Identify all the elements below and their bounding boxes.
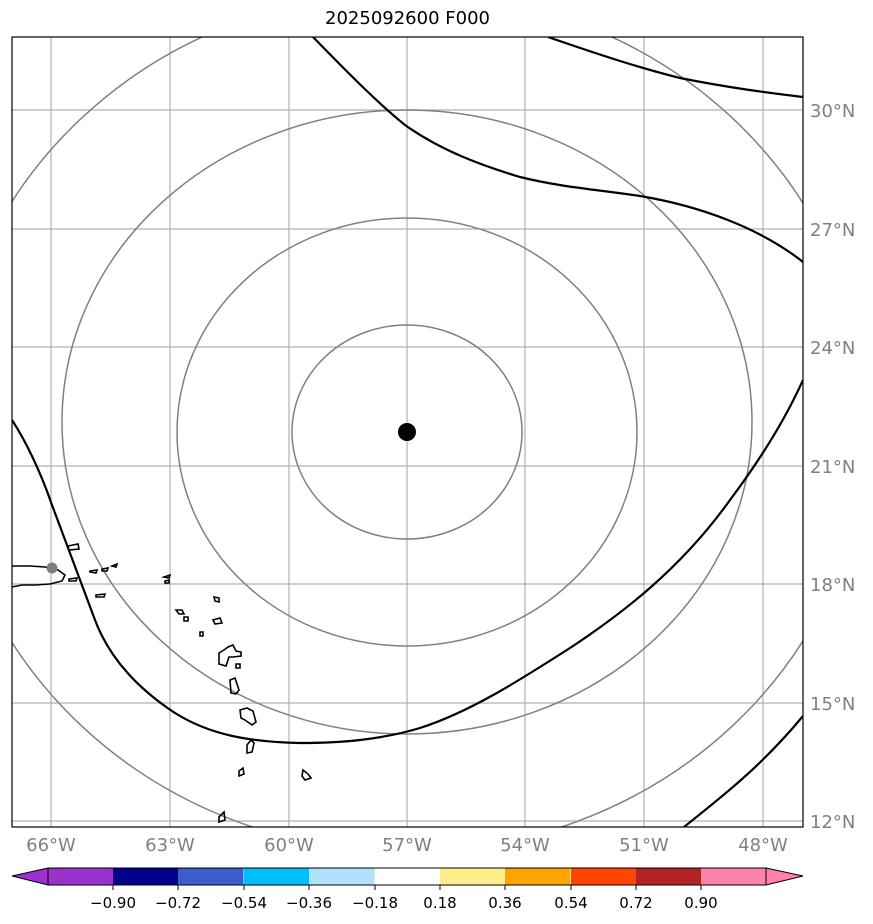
lat-label: 24°N [810, 338, 855, 359]
colorbar-tick-label: −0.72 [155, 894, 201, 912]
island-virgin-3 [89, 569, 99, 574]
colorbar-frame [47, 867, 767, 886]
contour-north-1 [312, 37, 803, 263]
island-montserrat [199, 631, 204, 637]
colorbar-bin [636, 868, 702, 885]
colorbar-tick-label: 0.36 [488, 894, 521, 912]
island-dominica [229, 676, 240, 695]
contour-south [12, 379, 803, 745]
colorbar-tick-label: 0.90 [684, 894, 717, 912]
range-ring-3 [61, 109, 753, 735]
lon-label: 57°W [382, 835, 432, 856]
colorbar-bin [701, 868, 767, 885]
island-barbuda [212, 595, 220, 604]
colorbar-tick-label: 0.54 [554, 894, 587, 912]
colorbar-bin [244, 868, 310, 885]
island-martinique [239, 707, 257, 726]
colorbar-tick-label: −0.90 [90, 894, 136, 912]
colorbar-tick-label: −0.36 [286, 894, 332, 912]
island-virgin-6 [95, 593, 107, 598]
lat-label: 18°N [810, 575, 855, 596]
coastlines [12, 543, 313, 824]
puerto-rico-coast [12, 565, 67, 588]
lat-label: 15°N [810, 694, 855, 715]
colorbar-bin [178, 868, 244, 885]
range-ring-1 [291, 324, 523, 540]
lat-label: 12°N [810, 812, 855, 833]
map-frame [11, 36, 804, 828]
storm-center-marker [398, 423, 416, 441]
range-ring-2 [176, 217, 638, 647]
island-grenadines [218, 810, 226, 824]
colorbar-bin [309, 868, 375, 885]
lon-label: 63°W [145, 835, 195, 856]
island-virgin-2 [68, 577, 79, 582]
colorbar: −0.90 −0.72 −0.54 −0.36 −0.18 0.18 0.36 … [11, 867, 804, 912]
station-marker [46, 562, 58, 574]
island-stlucia [246, 738, 255, 754]
contour-southeast [683, 715, 803, 827]
lon-labels: 66°W 63°W 60°W 57°W 54°W 51°W 48°W [26, 835, 788, 856]
contour-lines [12, 37, 803, 827]
colorbar-tick-label: 0.18 [423, 894, 456, 912]
island-marie-galante [235, 663, 241, 669]
range-rings [12, 37, 803, 827]
map-title: 2025092600 F000 [325, 8, 490, 29]
island-anguilla [160, 573, 172, 579]
island-virgin-4 [101, 566, 110, 572]
island-stvincent [238, 766, 245, 778]
lat-label: 21°N [810, 457, 855, 478]
colorbar-tick-label: −0.54 [221, 894, 267, 912]
lon-label: 48°W [738, 835, 788, 856]
island-antigua [211, 617, 224, 625]
colorbar-bin [505, 868, 571, 885]
colorbar-bin [440, 868, 506, 885]
contour-north-2 [547, 37, 803, 99]
island-stkitts [174, 609, 186, 615]
island-anguilla-2 [164, 578, 170, 584]
lat-label: 27°N [810, 220, 855, 241]
colorbar-bin [571, 868, 637, 885]
island-guadeloupe [218, 643, 242, 667]
lon-label: 54°W [500, 835, 550, 856]
colorbar-tick-labels: −0.90 −0.72 −0.54 −0.36 −0.18 0.18 0.36 … [90, 894, 718, 912]
colorbar-bin [375, 868, 441, 885]
colorbar-extend-high [765, 867, 804, 886]
lon-label: 51°W [619, 835, 669, 856]
colorbar-tick-label: 0.72 [619, 894, 652, 912]
lat-label: 30°N [810, 101, 855, 122]
colorbar-tick-label: −0.18 [352, 894, 398, 912]
lon-label: 66°W [26, 835, 76, 856]
lon-label: 60°W [264, 835, 314, 856]
colorbar-extend-low [11, 867, 49, 886]
island-virgin-5 [109, 562, 119, 568]
colorbar-bin [113, 868, 179, 885]
lat-labels: 30°N 27°N 24°N 21°N 18°N 15°N 12°N [810, 101, 855, 833]
colorbar-ticks [112, 885, 702, 890]
colorbar-bin [48, 868, 114, 885]
island-nevis [183, 616, 189, 622]
island-virgin-1 [67, 543, 80, 551]
island-barbados [301, 768, 313, 781]
